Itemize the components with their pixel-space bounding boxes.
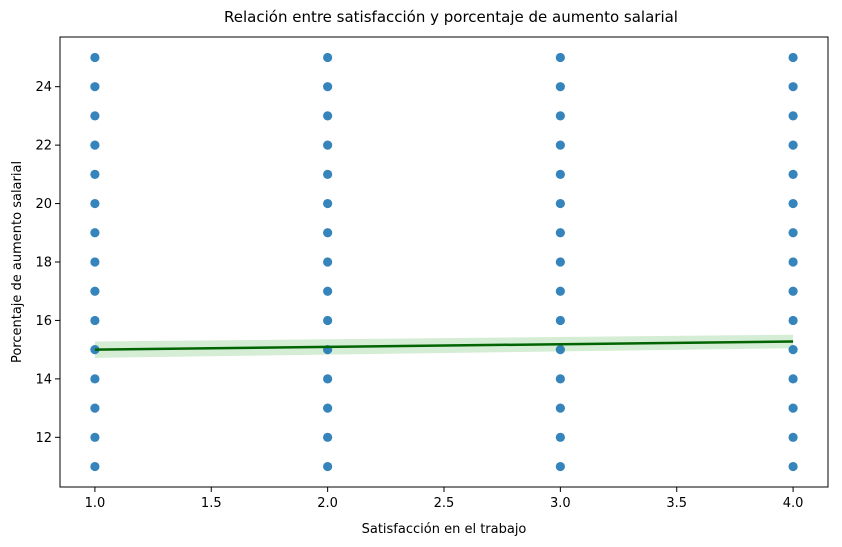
data-point [788,52,798,63]
data-points-layer [90,52,798,472]
data-point [323,403,333,413]
data-point [788,140,798,150]
data-point [788,257,798,267]
x-tick-label: 4.0 [783,496,804,511]
data-point [555,140,565,150]
regression-line-layer [94,340,794,351]
data-point [323,169,333,179]
data-point [788,461,798,472]
data-point [788,345,798,355]
x-tick-label: 3.5 [666,496,687,511]
regression-line [94,340,794,351]
y-axis-label: Porcentaje de aumento salarial [10,161,25,363]
data-point [323,315,333,326]
x-tick-label: 2.5 [434,496,455,511]
data-point [788,228,798,238]
y-tick-label: 24 [35,80,52,95]
data-point [90,111,100,121]
data-point [323,461,333,472]
data-point [555,315,565,326]
data-point [555,286,565,296]
data-point [788,432,798,442]
data-point [323,228,333,238]
data-point [90,461,100,472]
y-tick-label: 14 [35,372,52,387]
data-point [555,403,565,413]
chart-title: Relación entre satisfacción y porcentaje… [224,8,678,26]
data-point [90,432,100,442]
data-point [90,198,100,209]
data-point [323,286,333,296]
data-point [555,169,565,179]
data-point [90,228,100,238]
data-point [90,169,100,179]
data-point [788,198,798,209]
data-point [323,257,333,267]
data-point [323,374,333,384]
y-tick-label: 16 [35,314,52,329]
data-point [788,169,798,179]
data-point [555,432,565,442]
data-point [555,228,565,238]
data-point [323,432,333,442]
data-point [555,345,565,355]
y-tick-label: 20 [35,197,52,212]
data-point [90,257,100,267]
data-point [555,52,565,63]
data-point [555,461,565,472]
data-point [555,111,565,121]
x-tick-label: 2.0 [317,496,338,511]
x-tick-label: 1.5 [201,496,222,511]
data-point [788,111,798,121]
data-point [323,52,333,63]
data-point [788,82,798,92]
data-point [90,315,100,326]
data-point [788,403,798,413]
data-point [555,198,565,209]
data-point [90,140,100,150]
data-point [788,374,798,384]
data-point [90,52,100,63]
x-tick-label: 3.0 [550,496,571,511]
data-point [555,82,565,92]
data-point [90,82,100,92]
ticks-layer: 1.0 1.5 2.0 2.5 3.0 3.5 4.0 12 14 16 18 20 22 24 [35,80,803,511]
y-tick-label: 22 [35,139,52,154]
axes-layer [59,36,829,488]
data-point [555,374,565,384]
plot-frame [59,36,829,488]
data-point [323,140,333,150]
data-point [555,257,565,267]
x-axis-label: Satisfacción en el trabajo [362,522,527,537]
data-point [788,286,798,296]
y-tick-label: 18 [35,256,52,271]
data-point [323,198,333,209]
data-point [788,315,798,326]
data-point [90,374,100,384]
data-point [323,111,333,121]
data-point [323,82,333,92]
y-tick-label: 12 [35,431,52,446]
data-point [90,286,100,296]
data-point [90,403,100,413]
x-tick-label: 1.0 [85,496,106,511]
